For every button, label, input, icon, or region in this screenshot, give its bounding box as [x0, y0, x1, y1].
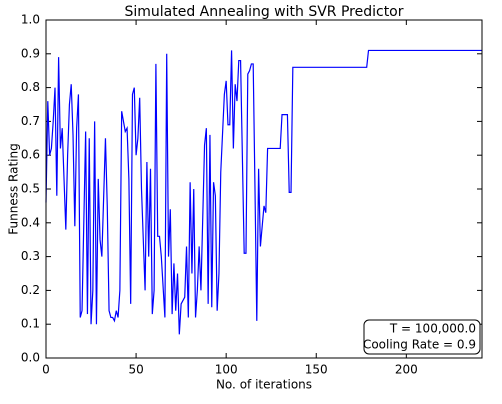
- x-tick-label: 50: [128, 363, 143, 377]
- annotation: Cooling Rate = 0.9: [363, 338, 476, 352]
- y-tick-label: 0.3: [21, 249, 40, 263]
- data-line: [45, 49, 482, 335]
- x-tick-label: 200: [395, 363, 418, 377]
- annotation-box: [363, 319, 481, 355]
- y-tick-label: 1.0: [21, 13, 40, 27]
- y-tick-label: 0.9: [21, 46, 40, 60]
- y-tick-label: 0.1: [21, 317, 40, 331]
- y-tick-label: 0.7: [21, 114, 40, 128]
- x-tick-label: 100: [215, 363, 238, 377]
- y-tick-label: 0.2: [21, 283, 40, 297]
- y-axis-label: Funness Rating: [7, 143, 21, 234]
- y-tick-label: 0.5: [21, 182, 40, 196]
- y-tick-label: 0.4: [21, 215, 40, 229]
- chart-title: Simulated Annealing with SVR Predictor: [124, 4, 403, 20]
- x-tick-label: 150: [305, 363, 328, 377]
- x-axis-label: No. of iterations: [216, 378, 312, 392]
- y-tick-label: 0.0: [21, 351, 40, 365]
- y-tick-label: 0.8: [21, 80, 40, 94]
- annotation: T = 100,000.0: [389, 322, 476, 336]
- x-tick-label: 0: [42, 363, 50, 377]
- y-tick-label: 0.6: [21, 148, 40, 162]
- plot-frame: [45, 19, 483, 359]
